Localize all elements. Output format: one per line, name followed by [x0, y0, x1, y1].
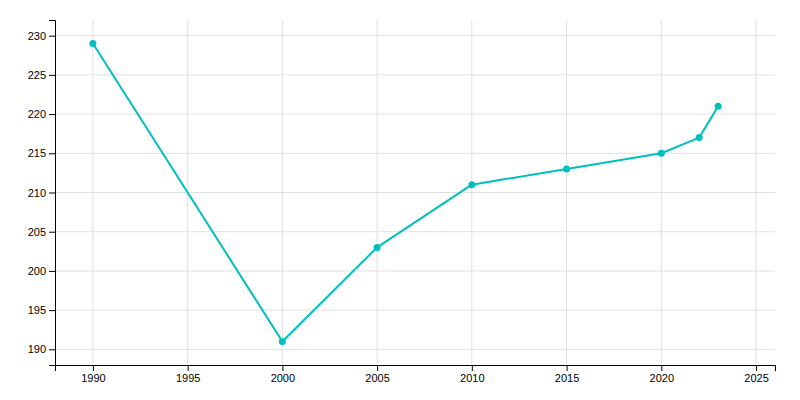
tick-mark	[756, 365, 757, 371]
tick-mark	[93, 365, 94, 371]
tick: 215	[28, 147, 55, 159]
point	[468, 181, 475, 188]
grid-line	[55, 114, 775, 115]
grid-line	[55, 270, 775, 271]
tick-label: 195	[28, 304, 46, 316]
tick: 2010	[460, 365, 484, 384]
tick: 210	[28, 187, 55, 199]
tick-mark	[49, 271, 55, 272]
point	[374, 244, 381, 251]
axis-line	[49, 21, 56, 366]
grid-line	[55, 192, 775, 193]
grid-line	[55, 74, 775, 75]
tick: 2020	[650, 365, 674, 384]
point	[696, 134, 703, 141]
tick-mark	[188, 365, 189, 371]
tick: 2015	[555, 365, 579, 384]
point	[279, 338, 286, 345]
tick: 195	[28, 304, 55, 316]
tick-label: 2015	[555, 372, 579, 384]
tick: 2000	[271, 365, 295, 384]
tick: 2025	[744, 365, 768, 384]
tick: 1995	[176, 365, 200, 384]
tick-mark	[282, 365, 283, 371]
tick-mark	[49, 36, 55, 37]
point	[715, 103, 722, 110]
tick-mark	[49, 75, 55, 76]
tick-label: 205	[28, 226, 46, 238]
tick-mark	[49, 153, 55, 154]
tick-label: 1990	[81, 372, 105, 384]
tick-label: 2005	[365, 372, 389, 384]
tick-label: 210	[28, 187, 46, 199]
grid-line	[55, 349, 775, 350]
tick: 205	[28, 226, 55, 238]
tick: 200	[28, 265, 55, 277]
tick: 2005	[365, 365, 389, 384]
tick-label: 230	[28, 30, 46, 42]
tick-label: 2010	[460, 372, 484, 384]
grid	[55, 20, 775, 365]
tick-mark	[49, 114, 55, 115]
plot: 1990 1995 2000 2005 2010 2015 2020 2025 190 195 20…	[28, 20, 776, 384]
tick-mark	[49, 310, 55, 311]
tick-label: 2025	[744, 372, 768, 384]
chart: 1990 1995 2000 2005 2010 2015 2020 2025 190 195 20…	[0, 0, 800, 400]
tick-mark	[377, 365, 378, 371]
tick: 230	[28, 30, 55, 42]
tick-mark	[661, 365, 662, 371]
tick-label: 1995	[176, 372, 200, 384]
tick-mark	[472, 365, 473, 371]
axis-line	[56, 366, 776, 372]
tick-label: 2020	[650, 372, 674, 384]
tick-label: 220	[28, 108, 46, 120]
x-axis: 1990 1995 2000 2005 2010 2015 2020 2025	[56, 365, 776, 384]
tick: 220	[28, 108, 55, 120]
line	[93, 44, 718, 342]
tick: 190	[28, 343, 55, 355]
tick-label: 200	[28, 265, 46, 277]
point	[658, 150, 665, 157]
tick-mark	[49, 349, 55, 350]
tick-mark	[567, 365, 568, 371]
tick: 225	[28, 69, 55, 81]
point	[563, 165, 570, 172]
tick-label: 225	[28, 69, 46, 81]
grid-line	[55, 310, 775, 311]
tick: 1990	[81, 365, 105, 384]
tick-label: 190	[28, 343, 46, 355]
grid-line	[55, 231, 775, 232]
point	[89, 40, 96, 47]
tick-label: 2000	[271, 372, 295, 384]
grid-line	[55, 35, 775, 36]
marks	[89, 40, 721, 345]
tick-mark	[49, 193, 55, 194]
tick-label: 215	[28, 147, 46, 159]
y-axis: 190 195 200 205 210 215 220 225 230	[28, 21, 56, 366]
tick-mark	[49, 232, 55, 233]
